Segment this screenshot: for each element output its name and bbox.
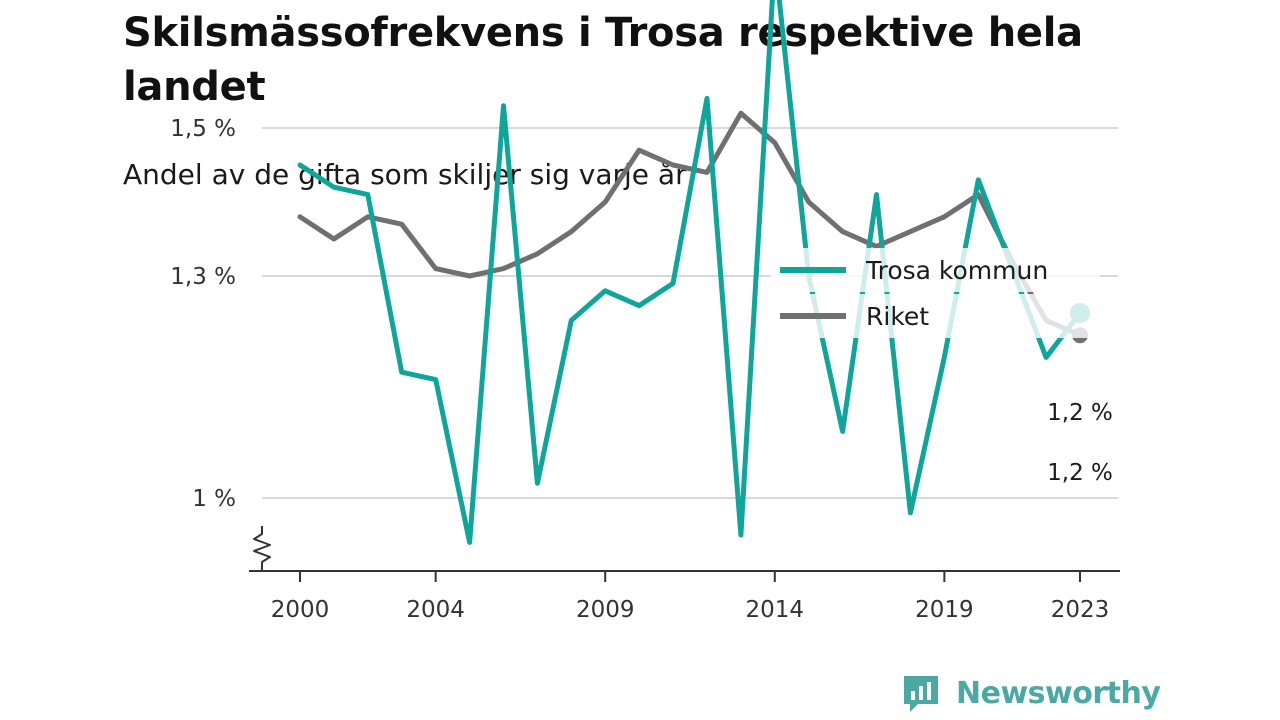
y-tick-label: 1,3 % (170, 264, 236, 290)
series-line-1 (297, 110, 1083, 338)
axes: 1 %1,3 %1,5 %1,8 %2000200420092014201920… (170, 116, 1120, 623)
legend: Trosa kommun Riket (770, 248, 1100, 338)
chart-title: Skilsmässofrekvens i Trosa respektive he… (123, 10, 1083, 110)
newsworthy-logo-icon (904, 676, 938, 712)
x-tick-label: 2004 (406, 597, 465, 623)
legend-label: Trosa kommun (865, 256, 1048, 285)
brand-name: Newsworthy (956, 675, 1161, 711)
x-tick-label: 2019 (915, 597, 974, 623)
end-value-label: 1,2 % (1047, 400, 1113, 426)
y-tick-label: 1 % (192, 486, 236, 512)
legend-label: Riket (866, 302, 929, 331)
x-tick-label: 2014 (746, 597, 805, 623)
x-tick-label: 2023 (1051, 597, 1110, 623)
chart-subtitle: Andel av de gifta som skiljer sig varje … (123, 158, 687, 191)
x-tick-label: 2009 (576, 597, 635, 623)
y-axis-break-icon (253, 526, 271, 571)
brand: Newsworthy (900, 668, 1161, 718)
end-value-label: 1,2 % (1047, 460, 1113, 486)
x-tick-label: 2000 (271, 597, 330, 623)
end-labels: 1,2 % 1,2 % (1047, 400, 1113, 486)
y-tick-label: 1,5 % (170, 116, 236, 142)
